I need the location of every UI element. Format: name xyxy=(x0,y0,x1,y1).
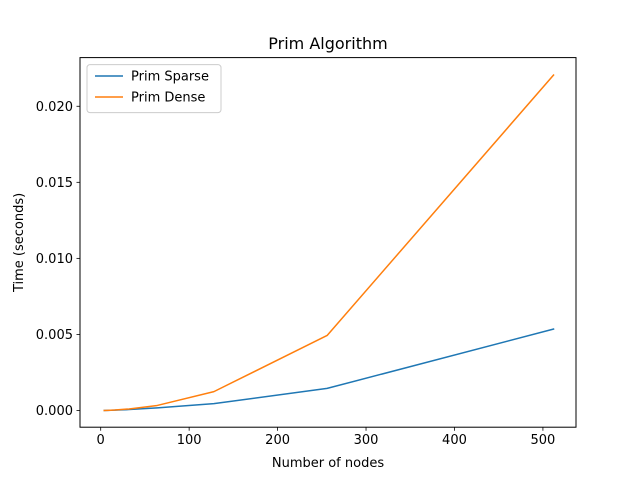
legend-label-prim-sparse: Prim Sparse xyxy=(131,70,209,85)
x-axis-label: Number of nodes xyxy=(272,456,384,471)
y-tick-label: 0.000 xyxy=(36,404,73,419)
chart-title: Prim Algorithm xyxy=(268,34,387,53)
x-tick-label: 400 xyxy=(442,433,467,448)
x-tick-label: 200 xyxy=(265,433,290,448)
x-tick-label: 300 xyxy=(354,433,379,448)
legend: Prim Sparse Prim Dense xyxy=(86,64,222,114)
y-axis-label: Time (seconds) xyxy=(12,193,27,293)
x-tick-label: 500 xyxy=(531,433,556,448)
y-tick-label: 0.010 xyxy=(36,252,73,267)
x-tick-label: 100 xyxy=(177,433,202,448)
x-axis-ticks: 0 100 200 300 400 500 xyxy=(97,427,556,448)
y-tick-label: 0.015 xyxy=(36,176,73,191)
y-tick-label: 0.020 xyxy=(36,100,73,115)
legend-label-prim-dense: Prim Dense xyxy=(131,91,205,106)
plot-frame xyxy=(79,57,577,428)
x-tick-label: 0 xyxy=(97,433,105,448)
series-layer xyxy=(103,74,555,412)
series-line-prim-dense xyxy=(103,74,555,412)
y-tick-label: 0.005 xyxy=(36,328,73,343)
y-axis-ticks: 0.000 0.005 0.010 0.015 0.020 xyxy=(36,100,80,419)
